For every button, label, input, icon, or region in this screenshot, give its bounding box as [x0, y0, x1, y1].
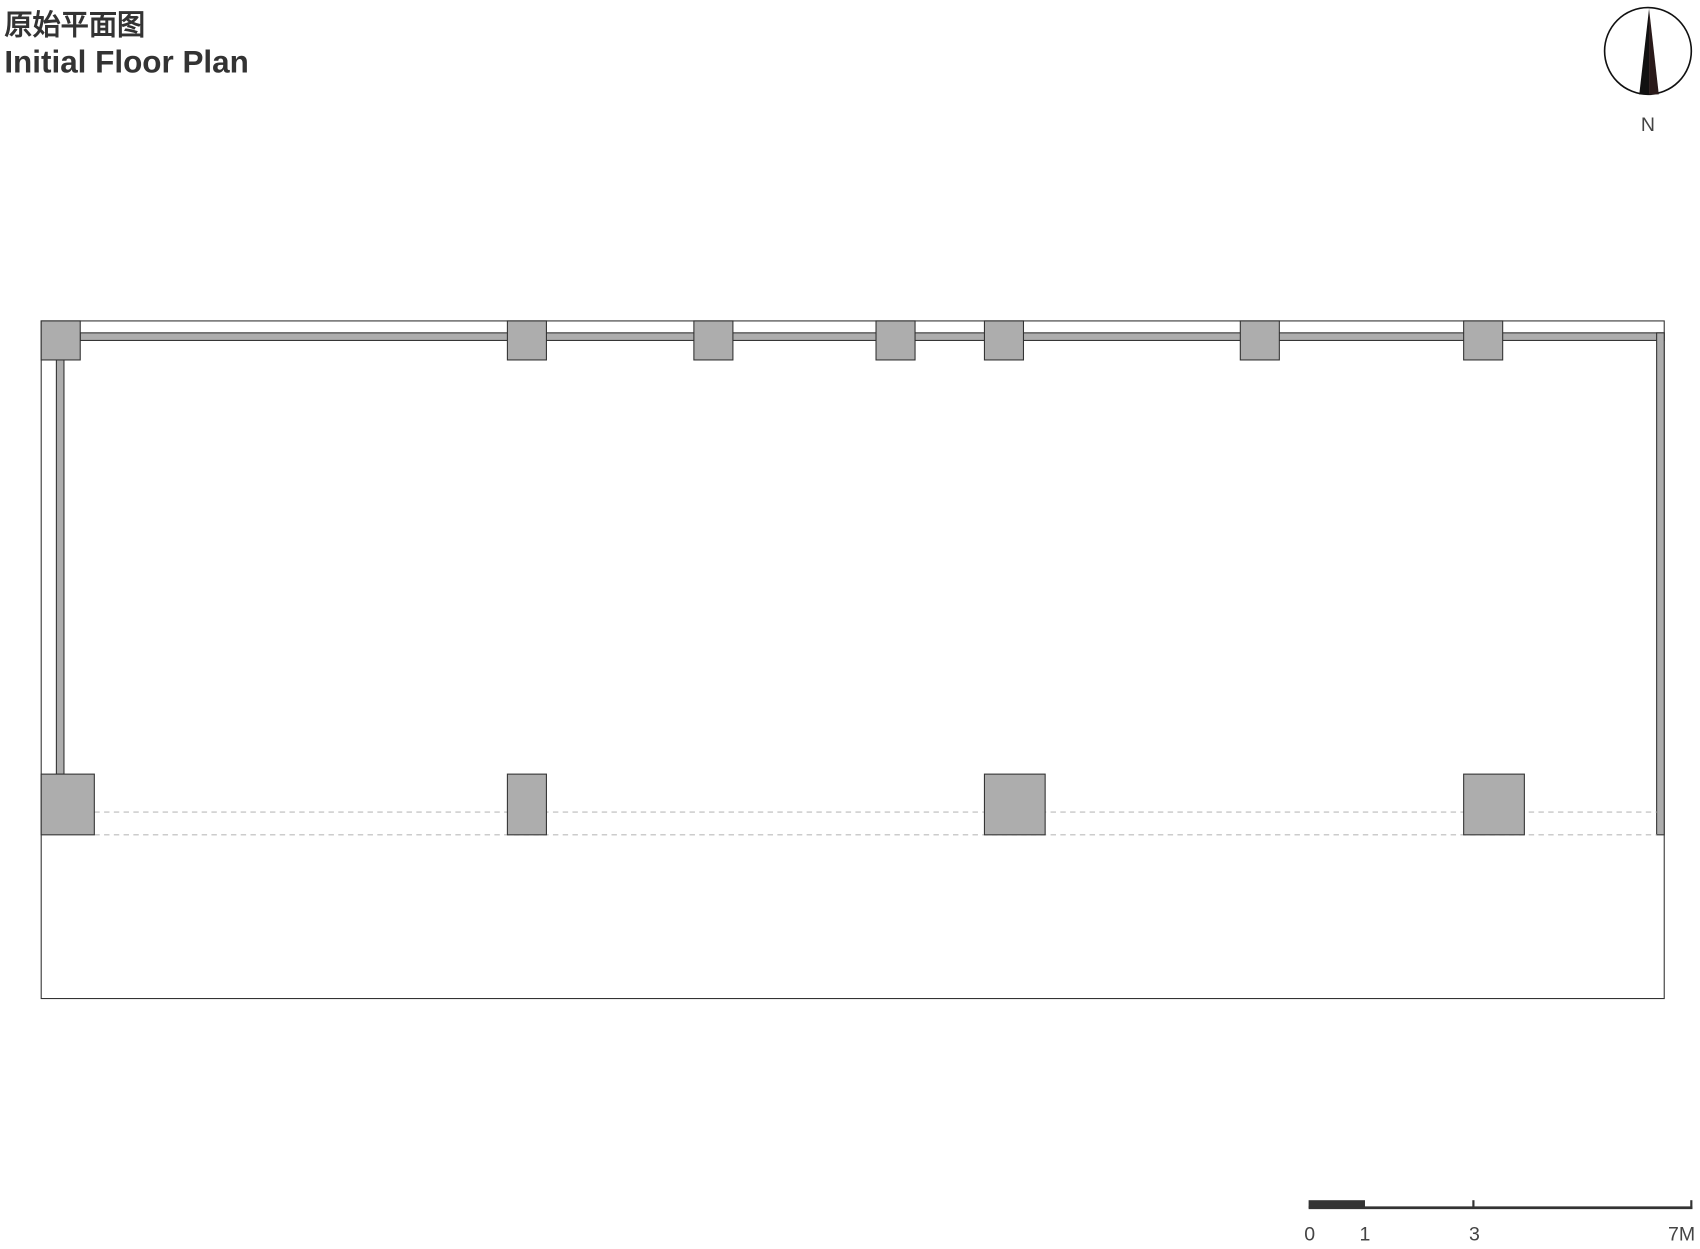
column [1463, 773, 1525, 836]
column [1239, 320, 1280, 361]
east-wall [1656, 332, 1665, 836]
north-label: N [1641, 114, 1655, 136]
south-columns [40, 773, 1525, 836]
scale-label: 1 [1360, 1223, 1371, 1245]
column [875, 320, 916, 361]
column [693, 320, 734, 361]
column [983, 773, 1046, 836]
column [506, 773, 547, 836]
west-wall [55, 359, 65, 775]
outer-boundary [40, 320, 1665, 1000]
north-wall [79, 332, 1665, 341]
column [1463, 320, 1504, 361]
north-arrow: N [1603, 6, 1693, 136]
north-arrow-needle-right [1649, 8, 1659, 95]
title-english: Initial Floor Plan [4, 45, 249, 80]
column [40, 773, 95, 836]
title-chinese: 原始平面图 [4, 9, 145, 42]
north-columns [40, 320, 1504, 361]
scale-bar: 0 1 3 7M [1304, 1200, 1695, 1245]
scale-label: 7M [1668, 1223, 1695, 1245]
scale-label: 0 [1304, 1223, 1315, 1245]
scale-bar-filled-segment [1308, 1200, 1365, 1208]
column [506, 320, 547, 361]
column [40, 320, 81, 361]
scale-label: 3 [1469, 1223, 1480, 1245]
floor-plan [40, 320, 1665, 1000]
north-arrow-needle-left [1639, 8, 1650, 95]
column [983, 320, 1025, 361]
